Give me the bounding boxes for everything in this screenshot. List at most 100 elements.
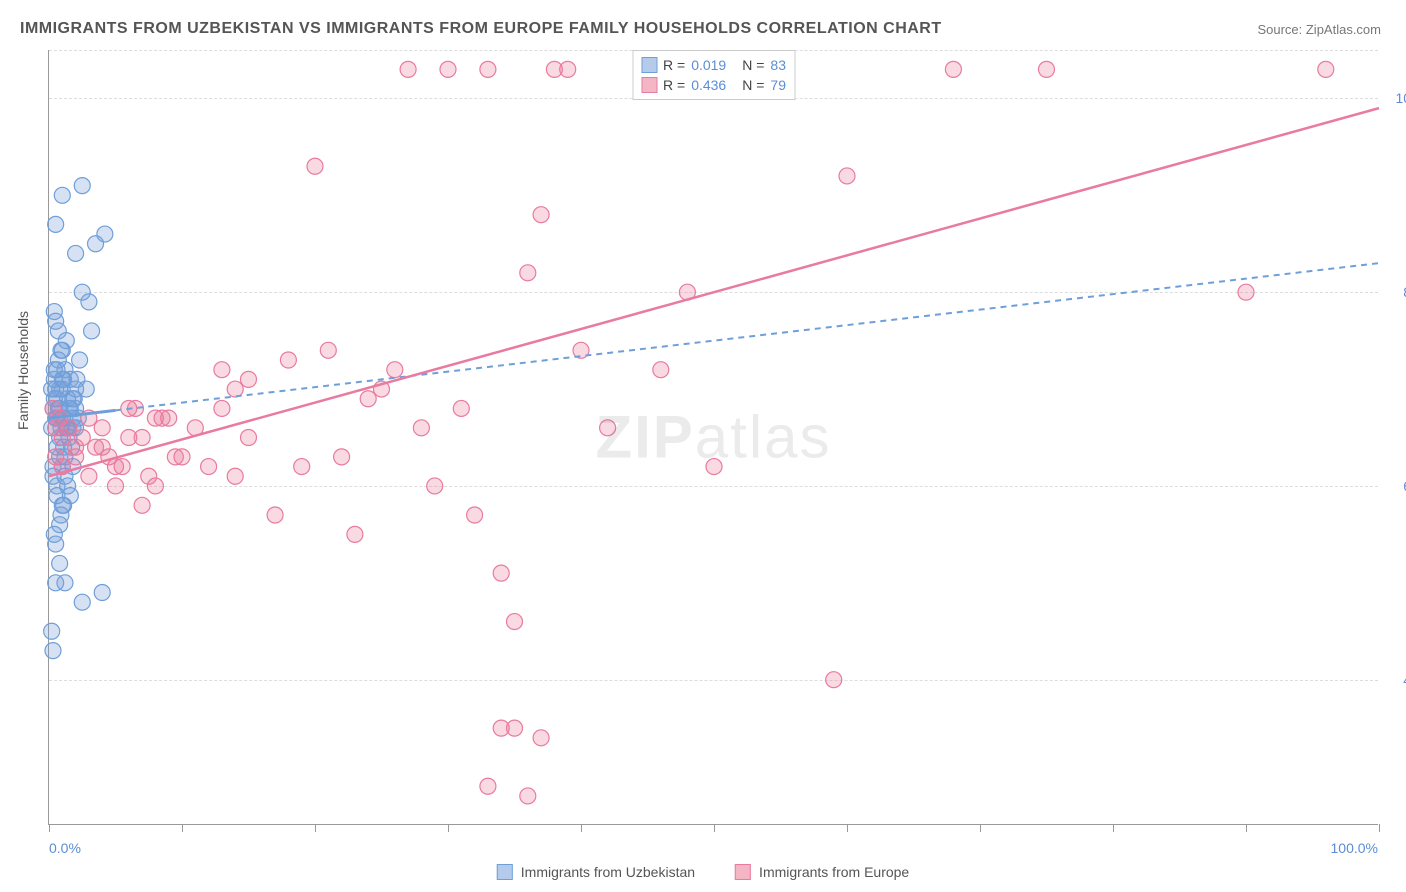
y-axis-label: Family Households <box>15 311 31 430</box>
data-point <box>427 478 443 494</box>
data-point <box>57 575 73 591</box>
x-tick <box>980 824 981 832</box>
data-point <box>826 672 842 688</box>
data-point <box>493 565 509 581</box>
data-point <box>45 643 61 659</box>
r-value-europe: 0.436 <box>691 77 726 93</box>
x-tick <box>315 824 316 832</box>
data-point <box>1039 61 1055 77</box>
data-point <box>54 187 70 203</box>
data-point <box>347 526 363 542</box>
x-tick <box>581 824 582 832</box>
data-point <box>653 362 669 378</box>
legend-label-uzbekistan: Immigrants from Uzbekistan <box>521 864 695 880</box>
data-point <box>62 488 78 504</box>
data-point <box>334 449 350 465</box>
data-point <box>84 323 100 339</box>
data-point <box>49 362 65 378</box>
r-value-uzbekistan: 0.019 <box>691 57 726 73</box>
data-point <box>108 478 124 494</box>
data-point <box>945 61 961 77</box>
x-tick <box>1113 824 1114 832</box>
correlation-row-europe: R = 0.436 N = 79 <box>641 75 786 95</box>
data-point <box>94 585 110 601</box>
data-point <box>507 614 523 630</box>
data-point <box>507 720 523 736</box>
x-tick <box>182 824 183 832</box>
data-point <box>48 536 64 552</box>
data-point <box>201 459 217 475</box>
n-label: N = <box>742 57 764 73</box>
correlation-legend: R = 0.019 N = 83 R = 0.436 N = 79 <box>632 50 795 100</box>
data-point <box>74 178 90 194</box>
data-point <box>61 420 77 436</box>
correlation-row-uzbekistan: R = 0.019 N = 83 <box>641 55 786 75</box>
data-point <box>44 623 60 639</box>
data-point <box>74 594 90 610</box>
data-point <box>68 381 84 397</box>
data-point <box>81 468 97 484</box>
legend-item-europe: Immigrants from Europe <box>735 864 909 880</box>
data-point <box>453 400 469 416</box>
scatter-svg <box>49 50 1378 824</box>
data-point <box>440 61 456 77</box>
data-point <box>154 410 170 426</box>
data-point <box>214 362 230 378</box>
data-point <box>520 265 536 281</box>
y-tick-label: 100.0% <box>1396 90 1406 106</box>
data-point <box>134 497 150 513</box>
swatch-europe-icon <box>641 77 657 93</box>
r-label: R = <box>663 77 685 93</box>
data-point <box>68 245 84 261</box>
source-label: Source: <box>1257 22 1305 37</box>
data-point <box>52 555 68 571</box>
x-tick <box>448 824 449 832</box>
data-point <box>307 158 323 174</box>
data-point <box>533 207 549 223</box>
data-point <box>72 352 88 368</box>
data-point <box>241 371 257 387</box>
data-point <box>320 342 336 358</box>
x-tick <box>1379 824 1380 832</box>
data-point <box>227 468 243 484</box>
data-point <box>88 439 104 455</box>
data-point <box>480 778 496 794</box>
data-point <box>52 517 68 533</box>
n-value-uzbekistan: 83 <box>770 57 786 73</box>
data-point <box>74 284 90 300</box>
data-point <box>167 449 183 465</box>
legend-item-uzbekistan: Immigrants from Uzbekistan <box>497 864 695 880</box>
data-point <box>360 391 376 407</box>
data-point <box>121 430 137 446</box>
data-point <box>387 362 403 378</box>
x-tick <box>49 824 50 832</box>
x-axis-min-label: 0.0% <box>49 840 81 856</box>
trend-line <box>49 108 1379 476</box>
data-point <box>46 304 62 320</box>
data-point <box>706 459 722 475</box>
x-tick <box>714 824 715 832</box>
data-point <box>227 381 243 397</box>
data-point <box>141 468 157 484</box>
swatch-uzbekistan-icon <box>641 57 657 73</box>
data-point <box>241 430 257 446</box>
data-point <box>74 430 90 446</box>
data-point <box>50 323 66 339</box>
x-tick <box>1246 824 1247 832</box>
chart-title: IMMIGRANTS FROM UZBEKISTAN VS IMMIGRANTS… <box>20 20 942 38</box>
data-point <box>467 507 483 523</box>
data-point <box>520 788 536 804</box>
plot-area: ZIPatlas 40.0%60.0%80.0%100.0% 0.0% 100.… <box>48 50 1378 825</box>
data-point <box>214 400 230 416</box>
x-axis-max-label: 100.0% <box>1331 840 1378 856</box>
data-point <box>94 420 110 436</box>
r-label: R = <box>663 57 685 73</box>
x-tick <box>847 824 848 832</box>
data-point <box>280 352 296 368</box>
data-point <box>400 61 416 77</box>
data-point <box>600 420 616 436</box>
swatch-uzbekistan-icon <box>497 864 513 880</box>
n-value-europe: 79 <box>770 77 786 93</box>
chart-container: IMMIGRANTS FROM UZBEKISTAN VS IMMIGRANTS… <box>0 0 1406 892</box>
data-point <box>839 168 855 184</box>
